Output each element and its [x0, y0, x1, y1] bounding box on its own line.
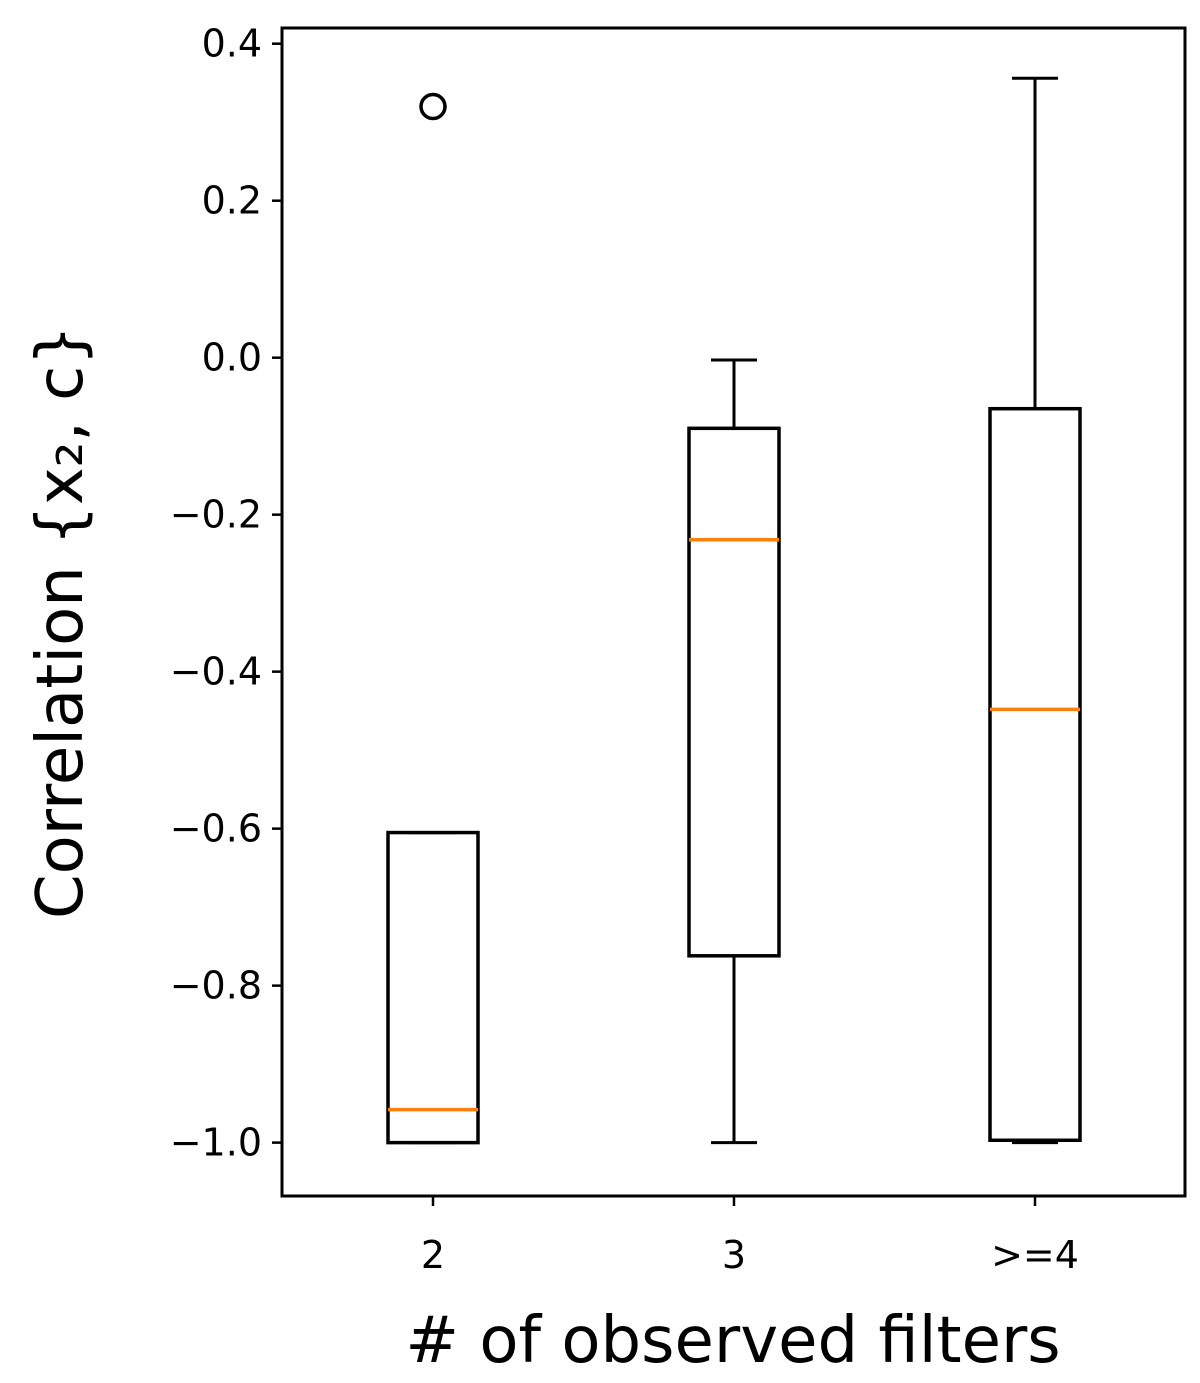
x-tick-label: 2	[421, 1233, 445, 1277]
box-group	[988, 76, 1082, 1145]
plot-area	[386, 76, 1082, 1145]
box-group	[386, 92, 480, 1145]
outlier-point	[419, 92, 447, 121]
y-tick-label: 0.4	[202, 22, 262, 66]
x-tick-label: 3	[722, 1233, 746, 1277]
y-tick-label: −0.8	[170, 964, 262, 1008]
box-iqr	[386, 830, 480, 1145]
y-tick-label: −0.6	[170, 807, 262, 851]
y-axis-label: Correlation {x₂, c}	[24, 325, 98, 919]
box-group	[687, 358, 781, 1145]
y-axis-ticks: 0.4 0.2 0.0 −0.2 −0.4 −0.6 −0.8 −1.0	[170, 22, 282, 1165]
box-iqr	[988, 406, 1082, 1143]
box-iqr	[687, 426, 781, 958]
y-tick-label: −1.0	[170, 1121, 262, 1165]
x-axis-ticks: 2 3 >=4	[421, 1196, 1079, 1277]
y-tick-label: −0.4	[170, 650, 262, 694]
x-tick-label: >=4	[991, 1233, 1079, 1277]
y-tick-label: 0.0	[202, 336, 262, 380]
y-tick-label: 0.2	[202, 179, 262, 223]
y-tick-label: −0.2	[170, 493, 262, 537]
x-axis-label: # of observed filters	[405, 1304, 1060, 1378]
